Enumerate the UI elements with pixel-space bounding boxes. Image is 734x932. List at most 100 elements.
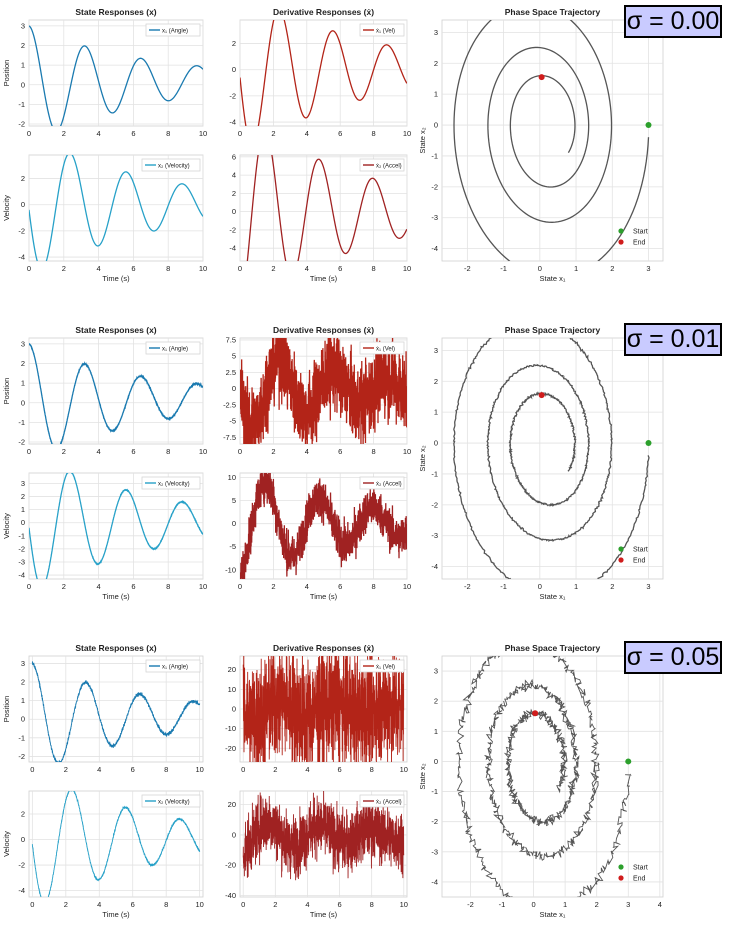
y-tick-label: 3 — [21, 659, 25, 668]
legend-start-marker — [618, 228, 624, 234]
x-tick-label: 4 — [305, 765, 309, 774]
y-tick-label: 5 — [232, 352, 236, 361]
y-tick-label: 5 — [232, 496, 236, 505]
end-marker — [538, 392, 545, 399]
derivative-velocity-panel: 0 2 4 6 8 10 -4 -2 0 2 Derivative Responses (ẋ) ẋ₁ … — [229, 7, 411, 138]
legend-box — [141, 794, 201, 808]
x-tick-label: 2 — [273, 765, 277, 774]
x-tick-label: 6 — [338, 447, 342, 456]
y-tick-label: -4 — [18, 886, 25, 895]
legend-box — [359, 23, 405, 37]
x-tick-label: 10 — [199, 264, 207, 273]
y-tick-label: 0 — [232, 830, 236, 839]
legend-label: ẋ₂ (Accel) — [376, 800, 402, 806]
x-tick-label: 8 — [164, 900, 168, 909]
legend-end-marker — [618, 239, 624, 245]
x-tick-label: 2 — [595, 900, 599, 909]
series-line — [29, 473, 203, 579]
phase-space-panel: -2 -1 0 1 2 3 4 -4 -3 -2 -1 0 1 2 3 Phase Space Traject… — [418, 643, 664, 919]
x-tick-label: 10 — [400, 900, 408, 909]
x-tick-label: 8 — [372, 264, 376, 273]
y-tick-label: -1 — [18, 531, 25, 540]
panel-title: Phase Space Trajectory — [505, 325, 601, 335]
x-tick-label: 2 — [271, 447, 275, 456]
derivative-velocity-panel: 0 2 4 6 8 10 -20 -10 0 10 20 Derivative Responses (… — [225, 643, 408, 774]
y-tick-label: -3 — [18, 557, 25, 566]
y-axis-label: Position — [2, 378, 11, 405]
state-position-panel: 0 2 4 6 8 10 -2 -1 0 1 2 3 State Responses (x) Positi… — [2, 643, 204, 774]
state-velocity-panel: 0 2 4 6 8 10 -4 -2 0 2 Time (s) Velocity x₂ (Velocit… — [2, 154, 207, 283]
x-axis-label: Time (s) — [102, 592, 130, 601]
x-tick-label: 6 — [131, 447, 135, 456]
y-tick-label: -10 — [225, 565, 236, 574]
series-line — [31, 791, 201, 897]
x-tick-label: 4 — [97, 264, 101, 273]
x-tick-label: 10 — [403, 582, 411, 591]
state-velocity-panel: 0 2 4 6 8 10 -4 -2 0 2 Time (s) Velocity x₂ (Velocit… — [2, 790, 204, 919]
panel-title: Derivative Responses (ẋ) — [273, 325, 374, 335]
x-tick-label: 2 — [271, 264, 275, 273]
x-tick-label: 8 — [166, 264, 170, 273]
x-tick-label: 0 — [30, 765, 34, 774]
x-tick-label: 8 — [372, 582, 376, 591]
y-tick-label: -4 — [18, 571, 25, 580]
legend-start-label: Start — [633, 229, 648, 236]
x-tick-label: 2 — [64, 765, 68, 774]
y-tick-label: 7.5 — [226, 335, 236, 344]
x-tick-label: 6 — [131, 264, 135, 273]
y-tick-label: -4 — [229, 118, 236, 127]
y-tick-label: -1 — [431, 151, 438, 160]
panel-title: Derivative Responses (ẋ) — [273, 7, 374, 17]
x-tick-label: 1 — [563, 900, 567, 909]
legend-box — [359, 476, 405, 490]
plot-area — [239, 154, 408, 262]
y-axis-label: Velocity — [2, 195, 11, 221]
legend-start-marker — [618, 864, 624, 870]
x-tick-label: 8 — [372, 447, 376, 456]
x-tick-label: 10 — [195, 765, 203, 774]
derivative-accel-panel: 0 2 4 6 8 10 -40 -20 0 20 Time (s) ẋ₂ (Accel) — [225, 790, 408, 919]
legend-label: ẋ₂ (Accel) — [376, 164, 402, 170]
series-line — [240, 338, 407, 444]
y-tick-label: 3 — [21, 21, 25, 30]
y-tick-label: 1 — [434, 727, 438, 736]
x-tick-label: 4 — [97, 129, 101, 138]
y-tick-label: 0 — [21, 398, 25, 407]
y-tick-label: -2.5 — [223, 400, 236, 409]
x-tick-label: 10 — [199, 447, 207, 456]
x-tick-label: 10 — [195, 900, 203, 909]
phase-space-panel: -2 -1 0 1 2 3 -4 -3 -2 -1 0 1 2 3 Phase Space Trajecto… — [418, 7, 664, 283]
y-tick-label: 0 — [21, 835, 25, 844]
y-tick-label: 1 — [21, 505, 25, 514]
x-tick-label: 4 — [305, 264, 309, 273]
x-axis-label: State x₁ — [540, 592, 566, 601]
x-tick-label: 0 — [238, 129, 242, 138]
y-tick-label: 0 — [21, 200, 25, 209]
legend-label: ẋ₁ (Vel) — [376, 347, 395, 353]
x-tick-label: 0 — [27, 264, 31, 273]
series-line — [455, 656, 632, 897]
y-tick-label: -3 — [431, 531, 438, 540]
plot-area — [441, 19, 664, 262]
series-line — [29, 155, 203, 261]
x-tick-label: 0 — [30, 900, 34, 909]
noise-badge-2: σ = 0.01 — [624, 323, 722, 356]
x-tick-label: 2 — [62, 447, 66, 456]
legend-box — [145, 659, 201, 673]
y-tick-label: -5 — [229, 542, 236, 551]
x-axis-label: State x₁ — [540, 274, 566, 283]
noise-badge-1: σ = 0.00 — [624, 5, 722, 38]
y-tick-label: 3 — [434, 346, 438, 355]
x-tick-label: 1 — [574, 582, 578, 591]
y-tick-label: -2 — [18, 438, 25, 447]
legend-box — [359, 659, 405, 673]
y-tick-label: 20 — [228, 665, 236, 674]
y-tick-label: 0 — [232, 519, 236, 528]
legend-label: ẋ₁ (Vel) — [376, 665, 395, 671]
legend-box — [141, 158, 201, 172]
legend-start-marker — [618, 546, 624, 552]
x-tick-label: 0 — [27, 129, 31, 138]
y-tick-label: 1 — [21, 696, 25, 705]
y-tick-label: 20 — [228, 800, 236, 809]
y-tick-label: 2 — [21, 809, 25, 818]
